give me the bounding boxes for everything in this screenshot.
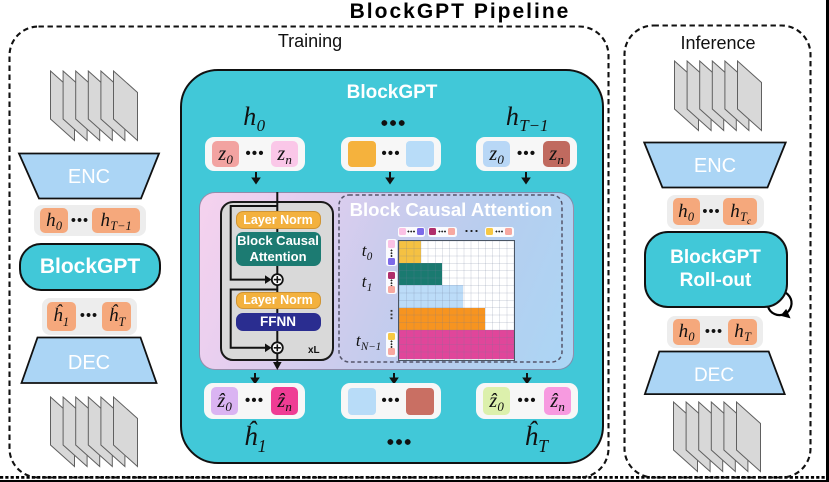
svg-text:ENC: ENC <box>68 166 110 188</box>
svg-text:DEC: DEC <box>694 365 734 386</box>
svg-text:ENC: ENC <box>694 155 736 177</box>
svg-text:DEC: DEC <box>68 352 110 374</box>
